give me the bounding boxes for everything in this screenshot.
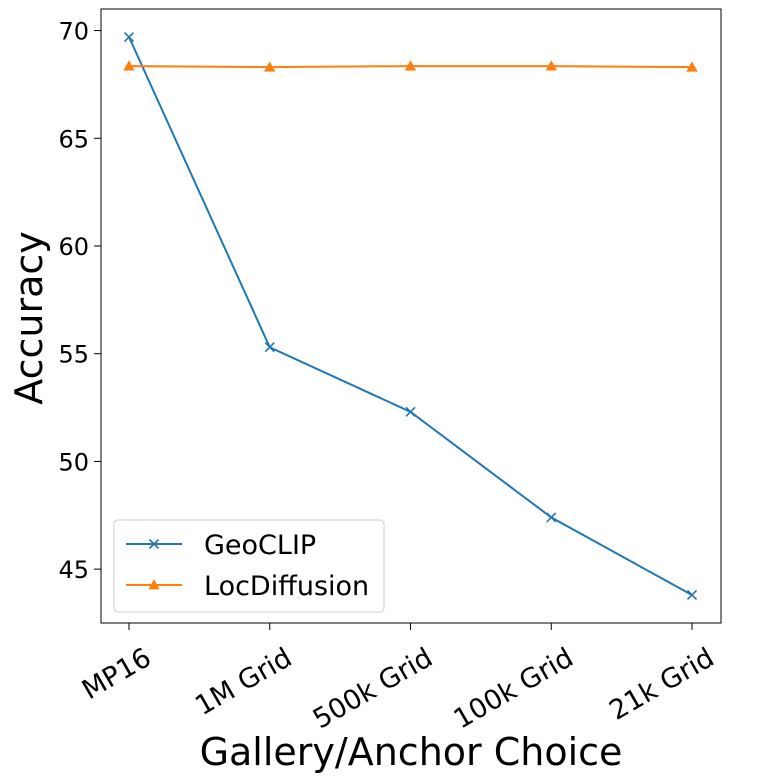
y-tick-label: 50	[58, 448, 89, 476]
data-point-locdiffusion	[264, 61, 276, 72]
data-point-geoclip	[405, 406, 416, 417]
x-tick-label: MP16	[77, 642, 157, 706]
y-tick-label: 60	[58, 233, 89, 261]
x-tick-label: 1M Grid	[190, 642, 297, 722]
series-group	[123, 31, 698, 601]
legend-marker-locdiffusion	[148, 579, 160, 590]
data-point-locdiffusion	[686, 61, 698, 72]
y-tick-label: 70	[58, 18, 89, 46]
y-axis-title: Accuracy	[7, 231, 51, 405]
data-point-geoclip	[546, 512, 557, 523]
x-axis-title: Gallery/Anchor Choice	[200, 730, 623, 774]
data-point-locdiffusion	[123, 60, 135, 71]
series-line-geoclip	[128, 36, 693, 596]
y-tick-label: 45	[58, 556, 89, 584]
y-axis: 45 50 55 60 65 70	[58, 18, 101, 584]
y-tick-label: 65	[58, 125, 89, 153]
x-tick-label: 21k Grid	[604, 642, 719, 726]
legend: GeoCLIP LocDiffusion	[113, 519, 385, 613]
data-point-locdiffusion	[404, 60, 417, 71]
y-tick-label: 55	[58, 341, 89, 369]
legend-label-locdiffusion: LocDiffusion	[204, 571, 369, 602]
legend-marker-geoclip	[148, 538, 160, 550]
data-point-geoclip	[123, 31, 135, 43]
data-point-locdiffusion	[545, 60, 557, 71]
data-point-geoclip	[264, 342, 275, 353]
x-tick-label: 500k Grid	[308, 642, 438, 735]
x-axis: MP16 1M Grid 500k Grid 100k Grid 21k Grid	[77, 623, 720, 735]
legend-label-geoclip: GeoCLIP	[204, 530, 316, 561]
x-tick-label: 100k Grid	[449, 642, 579, 735]
data-point-geoclip	[686, 589, 698, 601]
